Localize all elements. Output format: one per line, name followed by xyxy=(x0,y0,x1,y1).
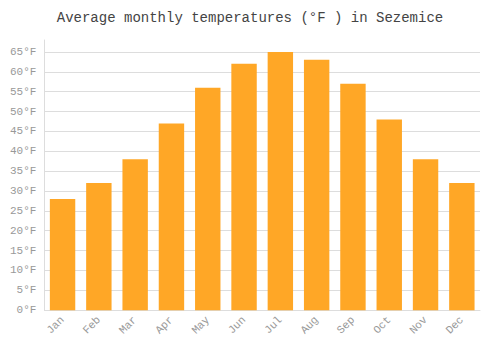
svg-text:40°F: 40°F xyxy=(10,145,36,157)
svg-text:25°F: 25°F xyxy=(10,205,36,217)
svg-text:10°F: 10°F xyxy=(10,264,36,276)
svg-text:Sep: Sep xyxy=(335,314,357,336)
svg-text:Dec: Dec xyxy=(444,314,466,336)
svg-text:5°F: 5°F xyxy=(17,284,37,296)
svg-text:60°F: 60°F xyxy=(10,66,36,78)
svg-text:45°F: 45°F xyxy=(10,125,36,137)
svg-text:35°F: 35°F xyxy=(10,165,36,177)
svg-text:Average monthly temperatures (: Average monthly temperatures (°F ) in Se… xyxy=(57,10,443,26)
svg-text:20°F: 20°F xyxy=(10,225,36,237)
svg-text:Aug: Aug xyxy=(298,314,320,336)
svg-text:Feb: Feb xyxy=(81,314,103,336)
svg-text:Jun: Jun xyxy=(226,314,248,336)
svg-text:55°F: 55°F xyxy=(10,86,36,98)
svg-text:Nov: Nov xyxy=(407,314,430,337)
svg-text:May: May xyxy=(190,314,213,337)
svg-text:0°F: 0°F xyxy=(17,304,37,316)
svg-text:15°F: 15°F xyxy=(10,245,36,257)
svg-text:65°F: 65°F xyxy=(10,46,36,58)
svg-text:Apr: Apr xyxy=(153,314,175,336)
svg-text:50°F: 50°F xyxy=(10,106,36,118)
svg-text:Jan: Jan xyxy=(44,314,66,336)
svg-text:Jul: Jul xyxy=(262,314,284,336)
svg-text:Oct: Oct xyxy=(371,314,393,336)
svg-text:Mar: Mar xyxy=(117,314,139,336)
svg-text:30°F: 30°F xyxy=(10,185,36,197)
